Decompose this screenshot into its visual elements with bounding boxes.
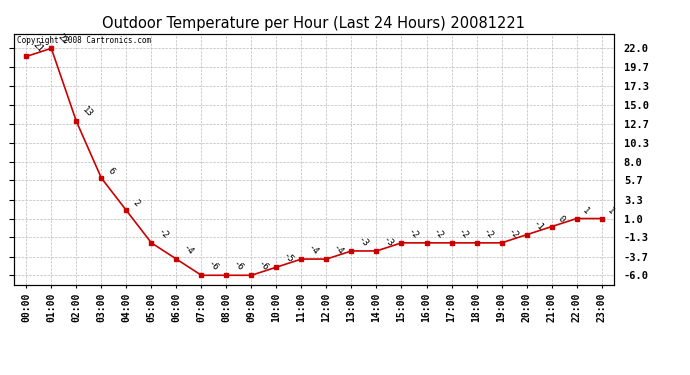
Text: -3: -3 — [355, 235, 370, 249]
Text: -2: -2 — [481, 227, 495, 241]
Text: -4: -4 — [181, 243, 195, 257]
Text: 6: 6 — [106, 166, 116, 176]
Text: 0: 0 — [555, 214, 566, 225]
Text: -4: -4 — [306, 243, 319, 257]
Text: -2: -2 — [431, 227, 444, 241]
Text: -2: -2 — [506, 227, 520, 241]
Text: 13: 13 — [81, 105, 95, 119]
Text: -3: -3 — [381, 235, 395, 249]
Text: -6: -6 — [230, 259, 244, 273]
Text: -4: -4 — [331, 243, 344, 257]
Text: -2: -2 — [455, 227, 470, 241]
Text: 2: 2 — [130, 198, 141, 208]
Text: -1: -1 — [531, 219, 544, 232]
Title: Outdoor Temperature per Hour (Last 24 Hours) 20081221: Outdoor Temperature per Hour (Last 24 Ho… — [102, 16, 526, 31]
Text: -6: -6 — [206, 259, 219, 273]
Text: -5: -5 — [281, 251, 295, 265]
Text: -6: -6 — [255, 259, 270, 273]
Text: Copyright 2008 Cartronics.com: Copyright 2008 Cartronics.com — [17, 36, 151, 45]
Text: -2: -2 — [155, 227, 170, 241]
Text: -2: -2 — [406, 227, 420, 241]
Text: 22: 22 — [55, 32, 70, 46]
Text: 21: 21 — [30, 40, 44, 54]
Text: 1: 1 — [606, 206, 616, 216]
Text: 1: 1 — [581, 206, 591, 216]
